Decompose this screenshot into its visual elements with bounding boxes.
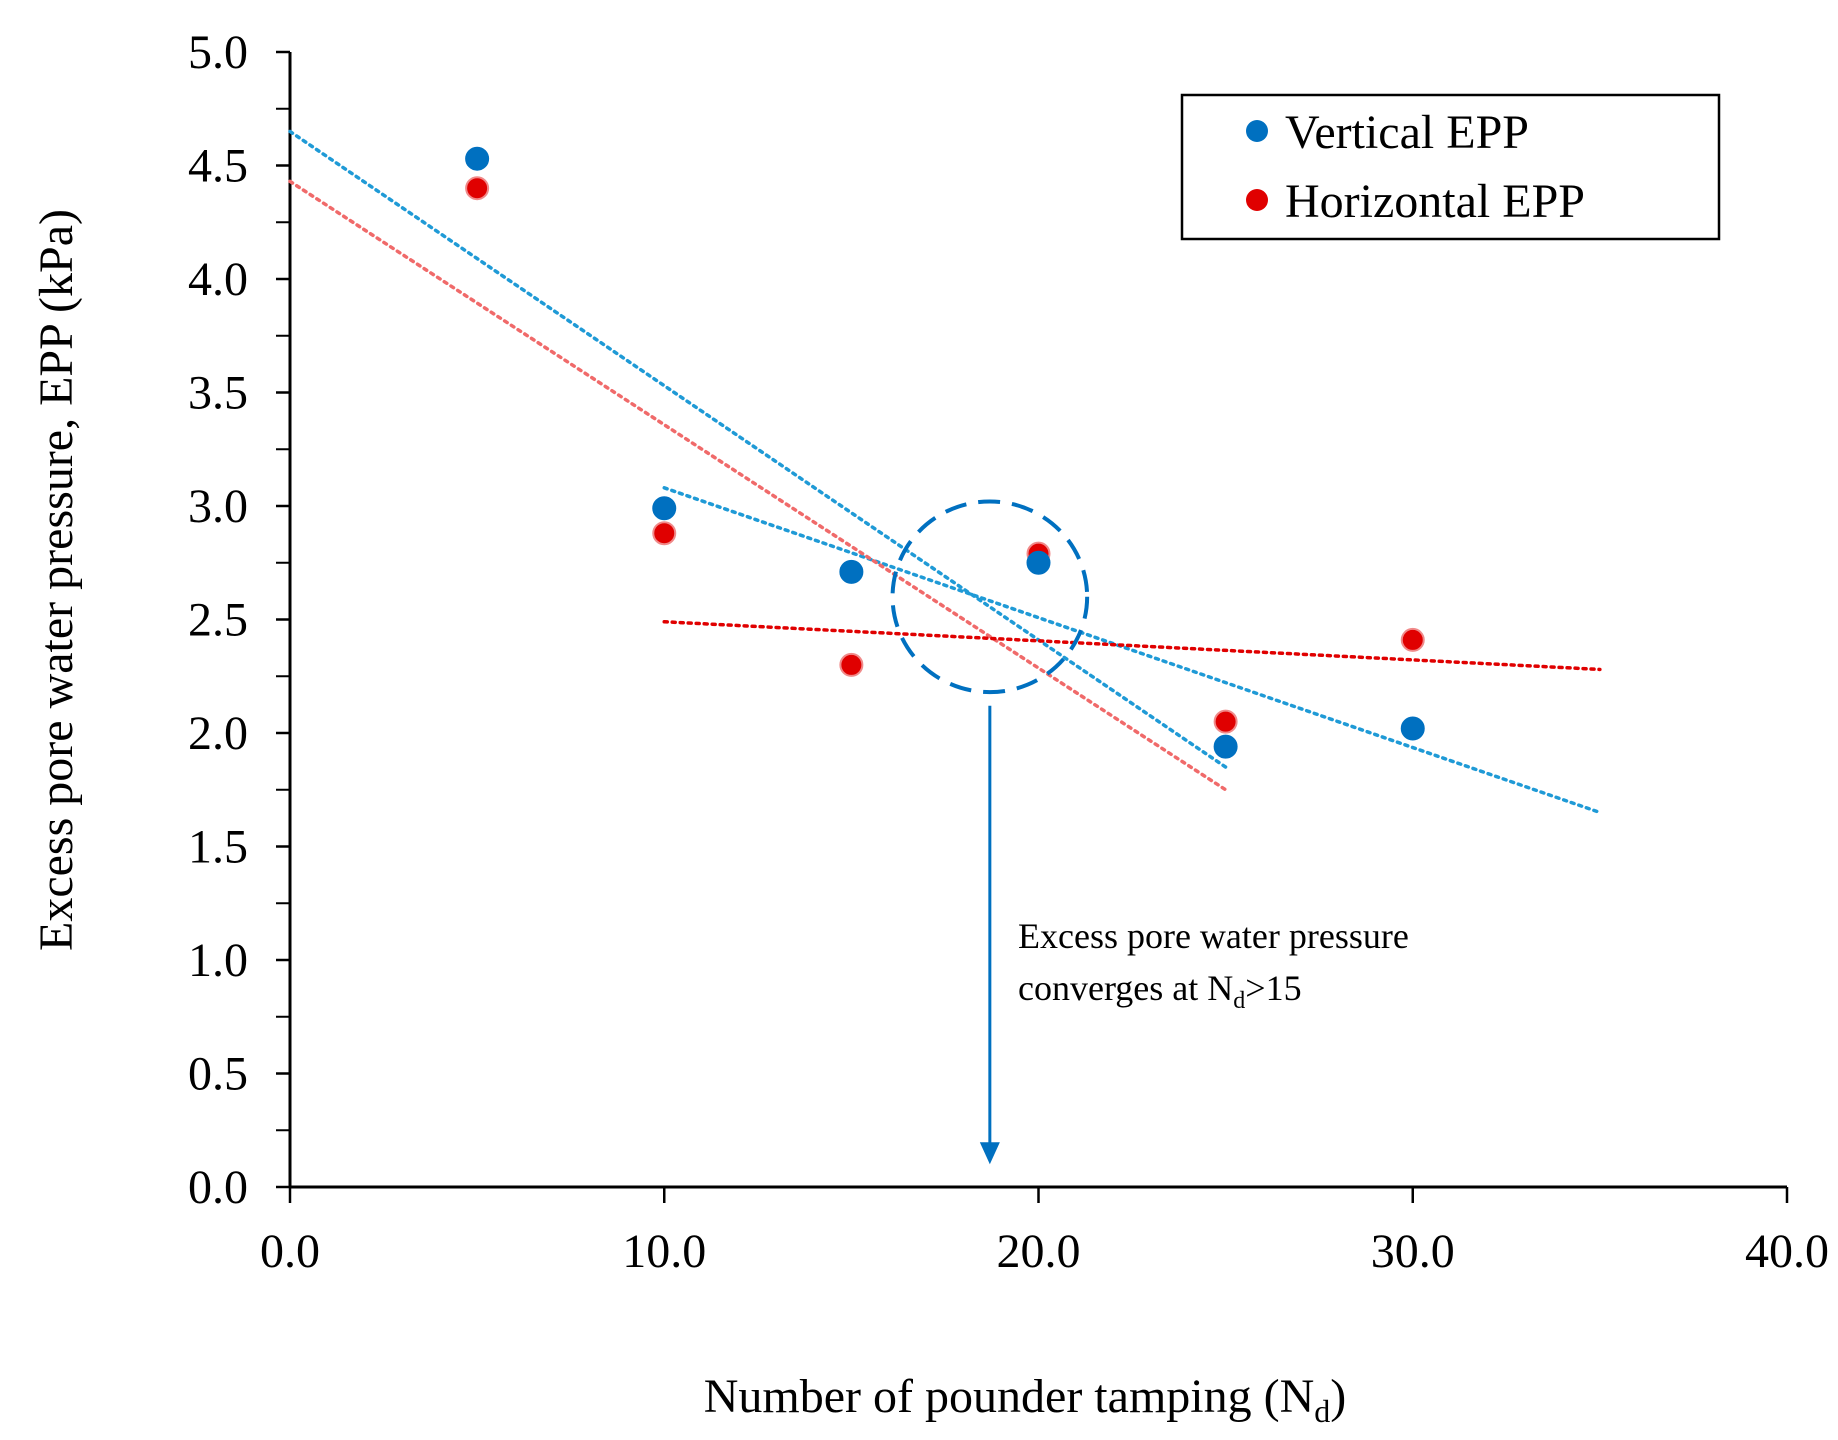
legend-label-vertical: Vertical EPP [1285,106,1529,159]
legend-label-horizontal: Horizontal EPP [1285,175,1585,228]
vertical-epp-point [1026,550,1051,575]
y-tick-label: 4.5 [188,140,248,193]
annotation-line2: converges at Nd>15 [1018,968,1302,1014]
horizontal-epp-point [1400,627,1425,652]
trendline [288,129,1228,769]
convergence-arrow-head [979,1142,1000,1165]
convergence-circle [890,499,1090,695]
x-tick-label: 30.0 [1371,1225,1455,1278]
y-tick-label: 4.0 [188,253,248,306]
annotation-line2-sub: d [1233,988,1245,1014]
x-axis-title-close: ) [1330,1370,1346,1423]
annotation: Excess pore water pressure converges at … [890,499,1409,1165]
y-tick-label: 2.5 [188,594,248,647]
y-ticks: 0.0 0.5 1.0 1.5 2.0 2.5 3.0 3.5 4.0 4.5 5.0 [188,26,290,1214]
trendline [662,620,1602,672]
horizontal-epp-point [839,652,864,677]
trendline [662,486,1602,815]
vertical-epp-point [1213,734,1238,759]
legend: Vertical EPP Horizontal EPP [1180,93,1721,241]
annotation-line2-prefix: converges at N [1018,968,1233,1008]
annotation-line1: Excess pore water pressure [1018,916,1409,956]
x-ticks: 0.0 10.0 20.0 30.0 40.0 [260,1187,1829,1278]
annotation-line2-suffix: >15 [1245,968,1301,1008]
y-tick-label: 1.5 [188,821,248,874]
y-tick-label: 2.0 [188,707,248,760]
y-tick-label: 0.5 [188,1048,248,1101]
x-axis-title: Number of pounder tamping (Nd) [704,1370,1347,1429]
x-axis-title-sub: d [1314,1393,1330,1429]
vertical-epp-point [652,496,677,521]
y-tick-label: 3.0 [188,480,248,533]
horizontal-epp-point [1213,709,1238,734]
x-tick-label: 10.0 [622,1225,706,1278]
legend-box [1180,93,1721,241]
x-tick-label: 0.0 [260,1225,320,1278]
y-tick-label: 1.0 [188,934,248,987]
x-tick-label: 40.0 [1745,1225,1829,1278]
y-tick-label: 0.0 [188,1161,248,1214]
vertical-epp-point [465,146,490,171]
y-axis-title: Excess pore water pressure, EPP (kPa) [30,209,83,951]
horizontal-epp-point [652,521,677,546]
x-tick-label: 20.0 [997,1225,1081,1278]
x-axis-title-main: Number of pounder tamping (N [704,1370,1315,1423]
vertical-epp-point [1400,716,1425,741]
trendline [288,179,1228,792]
markers [465,146,1425,759]
legend-marker-horizontal [1246,189,1268,211]
y-tick-label: 3.5 [188,367,248,420]
legend-marker-vertical [1246,120,1268,142]
trendlines [288,129,1602,815]
horizontal-epp-point [465,176,490,201]
y-tick-label: 5.0 [188,26,248,79]
vertical-epp-point [839,559,864,584]
